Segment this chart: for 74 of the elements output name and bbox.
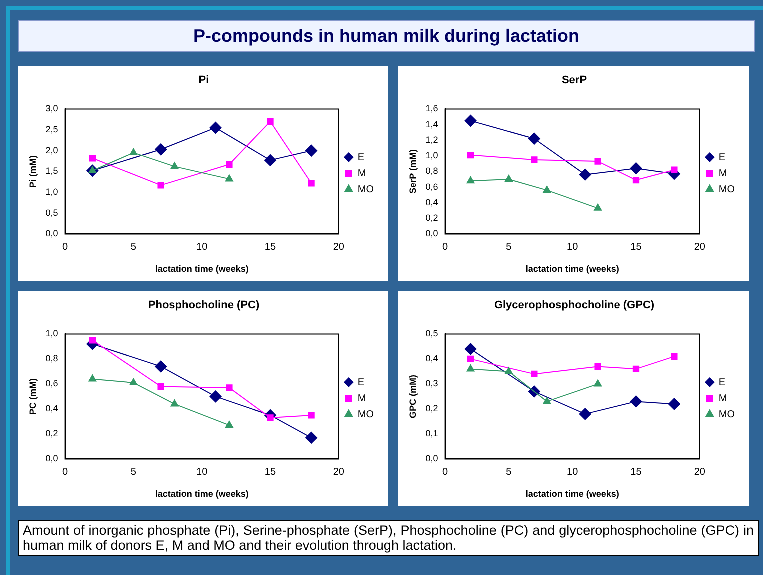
y-tick-label: 0,5 bbox=[426, 328, 438, 339]
legend-label: M bbox=[358, 393, 366, 404]
y-tick-label: 0,2 bbox=[46, 428, 58, 439]
y-tick-label: 0,2 bbox=[426, 213, 438, 224]
x-tick-label: 10 bbox=[196, 466, 208, 478]
x-tick-label: 20 bbox=[694, 466, 706, 478]
x-tick-label: 20 bbox=[333, 466, 345, 478]
legend-label: E bbox=[358, 152, 365, 164]
y-axis-title: GPC (mM) bbox=[408, 374, 418, 418]
legend-label: E bbox=[718, 152, 726, 164]
text: P-compounds in human milk during lactation bbox=[18, 20, 755, 52]
legend-label: MO bbox=[358, 184, 374, 196]
y-tick-label: 0,4 bbox=[426, 197, 438, 208]
x-axis-title: lactation time (weeks) bbox=[526, 264, 620, 274]
x-tick-label: 0 bbox=[62, 466, 69, 478]
x-tick-label: 15 bbox=[264, 242, 276, 253]
x-tick-label: 15 bbox=[630, 242, 642, 253]
x-tick-label: 0 bbox=[442, 466, 449, 478]
legend-label: M bbox=[718, 168, 728, 180]
y-tick-label: 0,4 bbox=[46, 404, 58, 414]
x-axis-title: lactation time (weeks) bbox=[155, 264, 249, 274]
legend-label: MO bbox=[718, 184, 736, 196]
y-tick-label: 1,4 bbox=[426, 119, 438, 130]
y-tick-label: 2,5 bbox=[46, 124, 58, 135]
x-tick-label: 15 bbox=[630, 466, 642, 478]
x-axis-title: lactation time (weeks) bbox=[155, 489, 249, 500]
x-tick-label: 5 bbox=[130, 242, 137, 253]
legend-label: E bbox=[718, 377, 726, 388]
y-tick-label: 3,0 bbox=[46, 104, 58, 114]
y-tick-label: 1,2 bbox=[426, 134, 438, 145]
y-tick-label: 0,0 bbox=[426, 454, 438, 464]
x-axis-title: lactation time (weeks) bbox=[526, 489, 620, 500]
x-tick-label: 20 bbox=[694, 242, 706, 253]
x-tick-label: 5 bbox=[506, 242, 512, 253]
y-tick-label: 0,6 bbox=[426, 182, 438, 192]
chart-title: SerP bbox=[562, 74, 588, 87]
y-tick-label: 0,4 bbox=[426, 354, 438, 364]
y-tick-label: 0,6 bbox=[46, 378, 58, 389]
y-tick-label: 0,2 bbox=[426, 404, 438, 414]
x-tick-label: 10 bbox=[567, 242, 579, 253]
legend-label: MO bbox=[358, 409, 374, 420]
legend-label: E bbox=[358, 377, 365, 388]
x-tick-label: 5 bbox=[130, 466, 137, 478]
y-tick-label: 1,0 bbox=[426, 150, 438, 161]
x-tick-label: 15 bbox=[264, 466, 276, 478]
y-axis-title: SerP (mM) bbox=[408, 150, 418, 194]
x-tick-label: 10 bbox=[196, 242, 208, 253]
x-tick-label: 10 bbox=[567, 466, 579, 478]
y-tick-label: 0,8 bbox=[426, 166, 438, 176]
x-tick-label: 5 bbox=[506, 466, 512, 478]
chart-title: Phosphocholine (PC) bbox=[148, 300, 260, 312]
y-tick-label: 0,3 bbox=[426, 378, 438, 389]
y-tick-label: 1,6 bbox=[426, 104, 438, 114]
y-tick-label: 0,5 bbox=[46, 208, 58, 218]
y-axis-title: Pi (mM) bbox=[28, 155, 38, 188]
y-tick-label: 0,0 bbox=[46, 454, 58, 464]
legend-label: MO bbox=[718, 409, 736, 420]
y-tick-label: 1,5 bbox=[46, 166, 58, 176]
chart-title: Pi bbox=[198, 74, 210, 87]
x-tick-label: 20 bbox=[333, 242, 345, 253]
y-tick-label: 0,8 bbox=[46, 354, 58, 364]
y-tick-label: 1,0 bbox=[46, 187, 58, 198]
y-tick-label: 0,0 bbox=[426, 228, 438, 239]
x-tick-label: 0 bbox=[62, 242, 69, 253]
chart-title: Glycerophosphocholine (GPC) bbox=[494, 300, 655, 312]
legend-label: M bbox=[718, 393, 728, 404]
y-tick-label: 1,0 bbox=[46, 328, 58, 339]
y-axis-title: PC (mM) bbox=[28, 378, 38, 415]
x-tick-label: 0 bbox=[442, 242, 449, 253]
legend-label: M bbox=[358, 168, 366, 180]
y-tick-label: 0,0 bbox=[46, 228, 58, 239]
y-tick-label: 0,1 bbox=[426, 428, 438, 439]
y-tick-label: 2,0 bbox=[46, 145, 58, 156]
text: Amount of inorganic phosphate (Pi), Serine-phosphate (SerP), Phosphocholine (PC) and glycerophosphocholine (GPC) in human milk of donors E, M and MO and their evolution through lactation. bbox=[23, 523, 754, 553]
